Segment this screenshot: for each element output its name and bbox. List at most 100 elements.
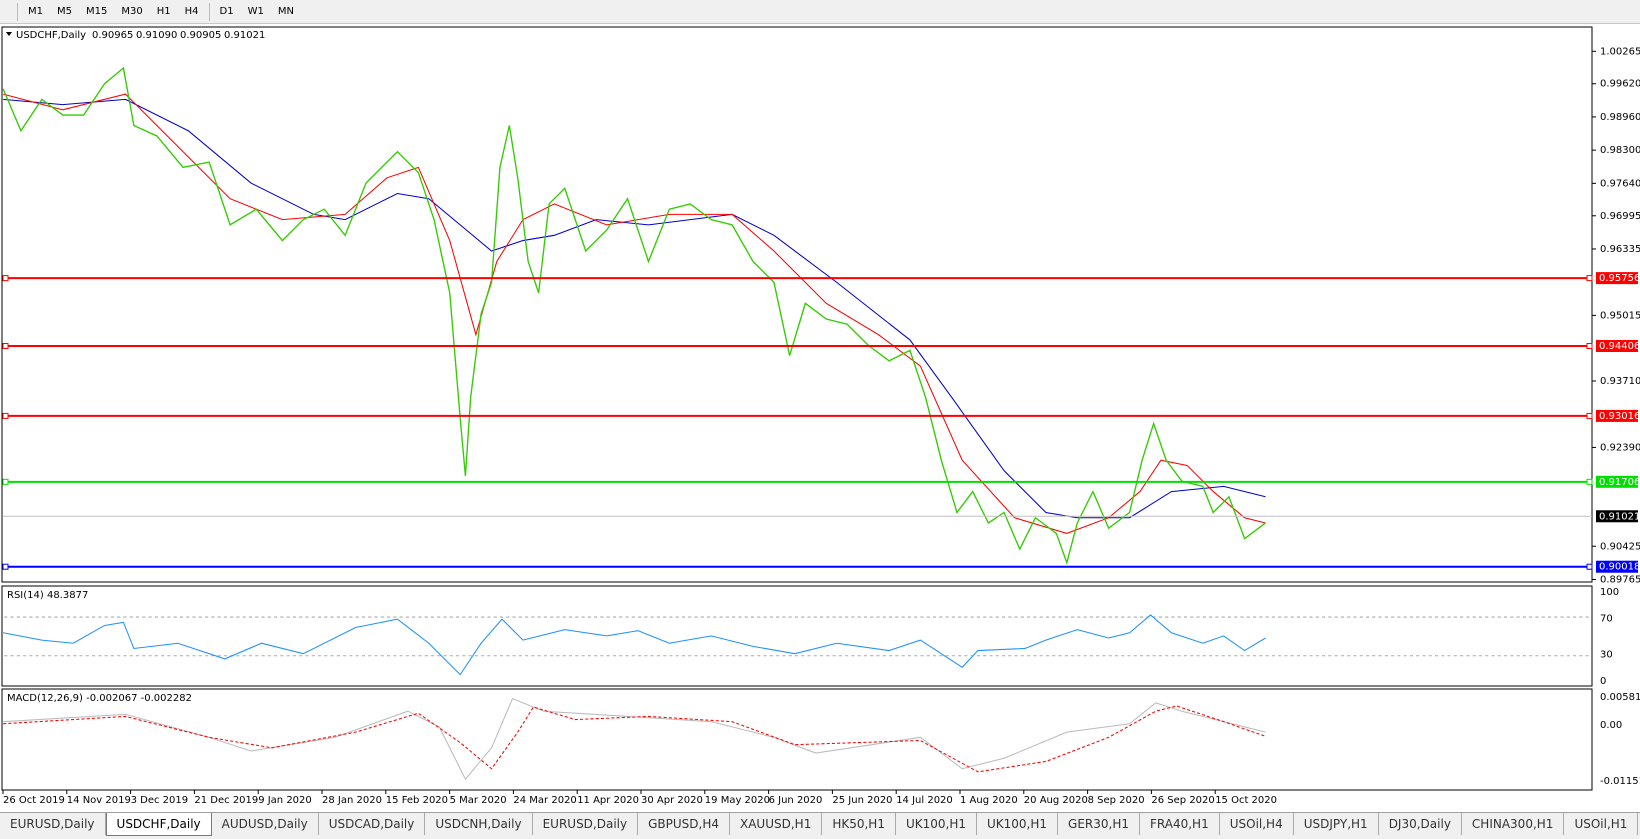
chart-symbol: USDCHF,Daily [16,30,86,41]
macd-histogram [3,697,1266,781]
separator [17,2,18,21]
chart-tab[interactable]: GBPUSD,H4 [638,813,730,835]
price-label: 0.97640 [1600,178,1640,189]
ohlc-value: 0.91090 [136,30,177,41]
chart-tab[interactable]: UK100,H1 [896,813,977,835]
macd-panel [1,688,1593,791]
level-handle [1586,343,1593,350]
timeframe-button[interactable]: MN [277,5,294,17]
macd-axis-label: -0.011514 [1600,776,1640,787]
timeframe-button[interactable]: M15 [86,5,108,17]
level-box [1596,560,1638,573]
level-handle [1586,275,1593,282]
timeframe-button[interactable]: M1 [28,5,43,17]
date-label: 14 Jul 2020 [896,795,953,806]
level-handle [2,563,9,570]
price-label: 0.99620 [1600,79,1640,90]
date-label: 5 Mar 2020 [450,795,507,806]
date-label: 11 Apr 2020 [577,795,639,806]
timeframe-button[interactable]: W1 [247,5,264,17]
price-box [1596,510,1638,523]
ohlc-value: 0.90905 [180,30,221,41]
chart-tab[interactable]: GER30,H1 [1058,813,1140,835]
timeframe-button[interactable]: M30 [121,5,143,17]
price-label: 0.96995 [1600,211,1640,222]
date-label: 9 Jan 2020 [258,795,312,806]
chart-tab[interactable]: AUDUSD,Daily [212,813,319,835]
chart-tab[interactable]: USDCHF,Daily [105,813,212,836]
date-label: 26 Sep 2020 [1151,795,1214,806]
price-label: 0.96335 [1600,244,1640,255]
macd-axis-label: 0.00 [1600,720,1622,731]
date-label: 26 Oct 2019 [3,795,65,806]
collapse-arrow [6,32,12,36]
date-label: 20 Aug 2020 [1024,795,1088,806]
chart-tab[interactable]: USOil,H1 [1564,813,1639,835]
macd-axis-label: 0.005818 [1600,692,1640,703]
level-label: 0.91706 [1599,477,1640,488]
date-label: 14 Nov 2019 [67,795,131,806]
chart-tab[interactable]: USDCAD,Daily [319,813,426,835]
chart-tab[interactable]: HK50,H1 [822,813,896,835]
level-handle [2,275,9,282]
level-box [1596,340,1638,353]
level-handle [1586,412,1593,419]
timeframe-button[interactable]: H1 [156,5,171,17]
date-label: 30 Apr 2020 [641,795,703,806]
chart-tab[interactable]: USDCNH,Daily [425,813,533,835]
level-handle [2,478,9,485]
date-label: 19 May 2020 [705,795,770,806]
price-label: 1.00265 [1600,46,1640,57]
price-lines [2,66,1590,781]
price-label: 0.92390 [1600,442,1640,453]
ohlc-value: 0.91021 [224,30,265,41]
date-label: 8 Sep 2020 [1088,795,1145,806]
date-label: 6 Jun 2020 [769,795,823,806]
rsi-axis-label: 0 [1600,676,1606,687]
chart-tab[interactable]: DJ30,Daily [1379,813,1462,835]
rsi-axis-label: 30 [1600,649,1613,660]
chart-tab[interactable]: USDJPY,H1 [1294,813,1379,835]
level-label: 0.94406 [1599,341,1640,352]
date-label: 21 Dec 2019 [194,795,258,806]
date-label: 25 Jun 2020 [832,795,892,806]
timeframe-button[interactable]: H4 [184,5,199,17]
rsi-axis-label: 100 [1600,587,1619,598]
level-box [1596,475,1638,488]
chart-tab[interactable]: UK100,H1 [977,813,1059,835]
price-label: 0.93710 [1600,376,1640,387]
chart-tab[interactable]: USOil,H4 [1220,813,1294,835]
timeframe-toolbar: M1 M5 M15 M30 H1 H4 D1 W1 MN [0,0,1640,24]
date-label: 1 Aug 2020 [960,795,1018,806]
chart-tab[interactable]: CHINA300,H1 [1462,813,1565,835]
level-label: 0.93016 [1599,411,1640,422]
price-label: 0.90425 [1600,541,1640,552]
ohlc-value: 0.90965 [92,30,133,41]
separator [208,2,210,21]
level-label: 0.95756 [1599,273,1640,284]
ma-fast [3,93,1266,534]
date-label: 28 Jan 2020 [322,795,382,806]
chart-tab[interactable]: FRA40,H1 [1140,813,1220,835]
rsi-axis-label: 70 [1600,614,1613,625]
level-handle [1586,478,1593,485]
level-box [1596,409,1638,422]
macd-signal [3,705,1266,773]
chart-tab[interactable]: EURUSD,Daily [0,813,106,835]
price-label: 0.95015 [1600,310,1640,321]
chart-tab[interactable]: EURUSD,Daily [533,813,639,835]
main-panel [1,26,1593,583]
rsi-title: RSI(14) 48.3877 [7,590,88,601]
level-handle [2,343,9,350]
price [2,66,1266,565]
chart: USDCHF,Daily 0.90965 0.91090 0.90905 0.91021… [1,26,1640,806]
timeframe-button[interactable]: M5 [57,5,72,17]
date-label: 15 Oct 2020 [1215,795,1277,806]
level-handle [1586,563,1593,570]
current-price: 0.91021 [1599,511,1640,522]
macd-title: MACD(12,26,9) -0.002067 -0.002282 [7,693,192,704]
level-box [1596,272,1638,285]
chart-tab[interactable]: XAUUSD,H1 [730,813,823,835]
timeframe-button[interactable]: D1 [219,5,234,17]
